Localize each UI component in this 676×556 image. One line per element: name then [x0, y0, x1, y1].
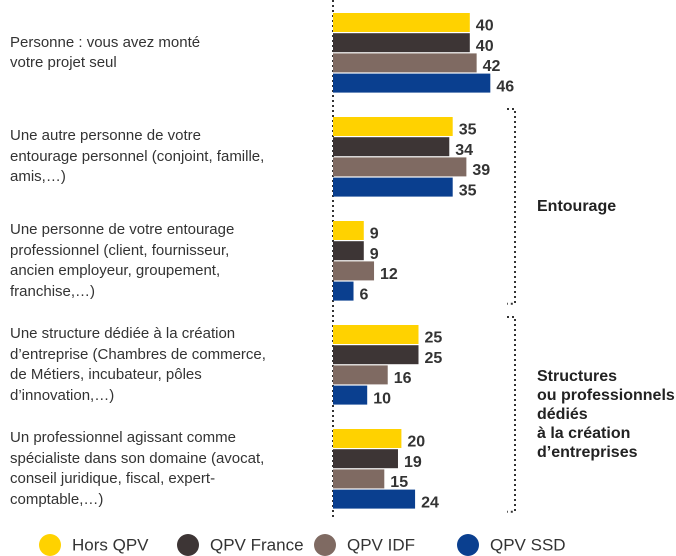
bar	[333, 53, 477, 73]
value-label: 46	[496, 78, 514, 95]
value-label: 35	[459, 122, 477, 139]
value-label: 34	[455, 142, 473, 159]
value-label: 42	[483, 58, 501, 75]
value-label: 15	[390, 474, 408, 491]
bar	[333, 325, 419, 344]
bracket	[507, 316, 516, 513]
category-label: Un professionnel agissant comme spéciali…	[10, 429, 265, 508]
bar	[333, 365, 388, 385]
bar	[333, 177, 453, 197]
legend-marker	[457, 534, 479, 556]
value-label: 9	[370, 226, 379, 243]
value-label: 10	[373, 390, 391, 407]
bar	[333, 241, 364, 261]
annotation: Structures ou professionnels dédiés à la…	[537, 367, 675, 461]
bar	[333, 449, 398, 469]
bar	[333, 261, 375, 281]
category-label: Une structure dédiée à la création d’ent…	[10, 325, 266, 404]
legend-label: QPV SSD	[490, 535, 566, 554]
bar	[333, 429, 402, 448]
category-label: Une personne de votre entourage professi…	[10, 221, 235, 300]
legend-label: QPV France	[210, 535, 304, 554]
value-label: 24	[421, 494, 439, 511]
bar	[333, 137, 450, 157]
legend-label: Hors QPV	[72, 535, 149, 554]
bar	[333, 385, 368, 405]
bar	[333, 469, 385, 489]
bar	[333, 13, 470, 32]
category-label: Une autre personne de votre entourage pe…	[10, 127, 265, 186]
bar	[333, 157, 467, 177]
bar	[333, 117, 453, 136]
bar	[333, 33, 470, 53]
value-label: 6	[360, 286, 369, 303]
value-label: 12	[380, 266, 398, 283]
value-label: 35	[459, 182, 477, 199]
legend-marker	[39, 534, 61, 556]
annotation: Entourage	[537, 197, 617, 215]
value-label: 19	[404, 454, 422, 471]
bracket	[507, 108, 516, 305]
value-label: 25	[425, 350, 443, 367]
bar	[333, 73, 491, 93]
value-label: 25	[425, 330, 443, 347]
legend-marker	[177, 534, 199, 556]
value-label: 39	[472, 162, 490, 179]
bar	[333, 281, 354, 301]
value-label: 40	[476, 38, 494, 55]
bar	[333, 221, 364, 240]
value-label: 40	[476, 18, 494, 35]
value-label: 9	[370, 246, 379, 263]
value-label: 20	[407, 434, 425, 451]
legend-marker	[314, 534, 336, 556]
legend-label: QPV IDF	[347, 535, 415, 554]
category-label: Personne : vous avez monté votre projet …	[10, 33, 201, 72]
bar	[333, 345, 419, 365]
value-label: 16	[394, 370, 412, 387]
bar	[333, 489, 416, 509]
